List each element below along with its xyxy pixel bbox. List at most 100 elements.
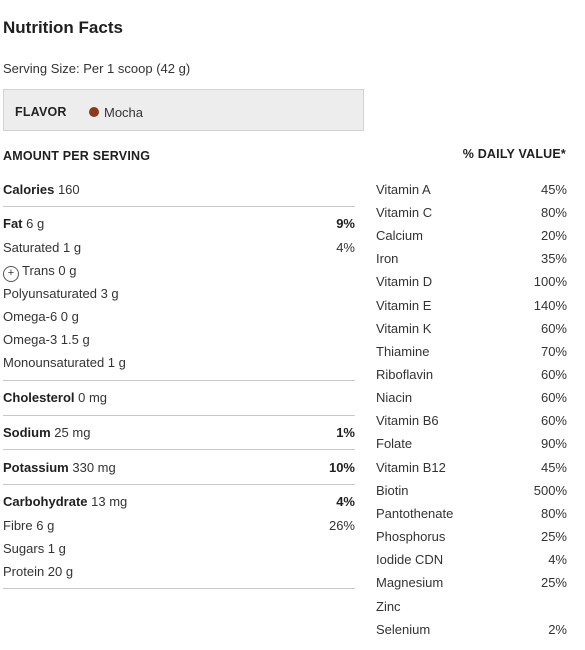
nutrient-name: Calories bbox=[3, 182, 55, 197]
vitamin-percent: 25% bbox=[540, 575, 567, 590]
nutrient-name: Fibre 6 g bbox=[3, 518, 55, 533]
vitamin-percent: 60% bbox=[540, 321, 567, 336]
vitamin-name: Magnesium bbox=[376, 575, 444, 590]
vitamin-percent: 45% bbox=[540, 182, 567, 197]
serving-size: Serving Size: Per 1 scoop (42 g) bbox=[3, 61, 191, 76]
page-title: Nutrition Facts bbox=[3, 18, 123, 37]
nutrient-row-monounsaturated: Monounsaturated 1 g bbox=[3, 353, 355, 373]
amount-per-serving-header: AMOUNT PER SERVING bbox=[3, 149, 151, 163]
vitamin-name: Calcium bbox=[376, 228, 423, 243]
vitamin-row: Calcium 20% bbox=[376, 226, 567, 246]
nutrient-name: Protein 20 g bbox=[3, 564, 74, 579]
nutrient-row-omega6: Omega-6 0 g bbox=[3, 307, 355, 327]
vitamin-name: Thiamine bbox=[376, 344, 430, 359]
flavor-value: Mocha bbox=[104, 105, 144, 120]
flavor-color-swatch-icon bbox=[89, 107, 99, 117]
vitamin-name: Vitamin E bbox=[376, 298, 432, 313]
nutrient-name: Carbohydrate bbox=[3, 494, 88, 509]
nutrient-percent: 4% bbox=[336, 240, 355, 255]
nutrient-row-polyunsaturated: Polyunsaturated 3 g bbox=[3, 284, 355, 304]
expand-plus-icon[interactable]: + bbox=[3, 266, 19, 282]
nutrient-amount: 6 g bbox=[26, 216, 45, 231]
vitamin-row: Folate 90% bbox=[376, 434, 567, 454]
vitamin-name: Riboflavin bbox=[376, 367, 434, 382]
vitamin-percent: 4% bbox=[548, 552, 567, 567]
vitamin-row: Iron 35% bbox=[376, 249, 567, 269]
vitamin-row: Vitamin D 100% bbox=[376, 272, 567, 292]
vitamin-percent: 500% bbox=[533, 483, 567, 498]
nutrient-amount: 160 bbox=[57, 182, 80, 197]
vitamin-percent: 20% bbox=[540, 228, 567, 243]
vitamin-percent: 90% bbox=[540, 436, 567, 451]
nutrient-amount: 330 mg bbox=[72, 460, 116, 475]
nutrient-row-saturated: Saturated 1 g 4% bbox=[3, 238, 355, 258]
vitamin-name: Selenium bbox=[376, 622, 431, 637]
nutrient-row-sugars: Sugars 1 g bbox=[3, 539, 355, 559]
nutrient-row-carbohydrate: Carbohydrate 13 mg 4% bbox=[3, 492, 355, 512]
nutrient-name: Omega-3 1.5 g bbox=[3, 332, 90, 347]
vitamin-row: Biotin 500% bbox=[376, 481, 567, 501]
nutrient-row-cholesterol: Cholesterol 0 mg bbox=[3, 388, 355, 408]
nutrient-percent: 1% bbox=[336, 425, 355, 440]
vitamin-row: Pantothenate 80% bbox=[376, 504, 567, 524]
nutrient-name: Potassium bbox=[3, 460, 69, 475]
divider bbox=[3, 449, 355, 450]
vitamin-name: Vitamin K bbox=[376, 321, 432, 336]
vitamin-percent: 80% bbox=[540, 506, 567, 521]
nutrient-name: Polyunsaturated 3 g bbox=[3, 286, 119, 301]
vitamin-row: Riboflavin 60% bbox=[376, 365, 567, 385]
nutrient-percent: 9% bbox=[336, 216, 355, 231]
vitamin-row: Magnesium 25% bbox=[376, 573, 567, 593]
nutrient-row-potassium: Potassium 330 mg 10% bbox=[3, 458, 355, 478]
vitamin-name: Niacin bbox=[376, 390, 413, 405]
divider bbox=[3, 380, 355, 381]
vitamin-name: Vitamin D bbox=[376, 274, 433, 289]
vitamin-row: Iodide CDN 4% bbox=[376, 550, 567, 570]
vitamin-percent: 70% bbox=[540, 344, 567, 359]
nutrient-row-fat: Fat 6 g 9% bbox=[3, 214, 355, 234]
divider bbox=[3, 484, 355, 485]
vitamin-percent: 140% bbox=[533, 298, 567, 313]
flavor-label: FLAVOR bbox=[15, 105, 67, 119]
vitamin-row: Niacin 60% bbox=[376, 388, 567, 408]
vitamin-percent: 2% bbox=[548, 622, 567, 637]
nutrient-row-fibre: Fibre 6 g 26% bbox=[3, 516, 355, 536]
vitamin-percent: 35% bbox=[540, 251, 567, 266]
nutrient-row-calories: Calories 160 bbox=[3, 180, 355, 200]
vitamin-name: Vitamin C bbox=[376, 205, 433, 220]
vitamin-percent: 60% bbox=[540, 390, 567, 405]
vitamin-percent: 25% bbox=[540, 529, 567, 544]
vitamin-percent: 60% bbox=[540, 367, 567, 382]
vitamin-name: Biotin bbox=[376, 483, 409, 498]
vitamin-row: Vitamin B12 45% bbox=[376, 458, 567, 478]
daily-value-header: % DAILY VALUE* bbox=[462, 147, 566, 161]
vitamin-name: Phosphorus bbox=[376, 529, 446, 544]
divider bbox=[3, 588, 355, 589]
nutrient-name: Cholesterol bbox=[3, 390, 75, 405]
vitamin-name: Vitamin B12 bbox=[376, 460, 446, 475]
nutrient-name: Sugars 1 g bbox=[3, 541, 66, 556]
nutrient-percent: 4% bbox=[336, 494, 355, 509]
vitamin-row: Phosphorus 25% bbox=[376, 527, 567, 547]
vitamin-row: Thiamine 70% bbox=[376, 342, 567, 362]
vitamin-row: Zinc bbox=[376, 597, 567, 617]
vitamin-percent: 60% bbox=[540, 413, 567, 428]
vitamin-percent: 80% bbox=[540, 205, 567, 220]
vitamin-percent: 45% bbox=[540, 460, 567, 475]
vitamin-row: Vitamin E 140% bbox=[376, 296, 567, 316]
nutrient-row-protein: Protein 20 g bbox=[3, 562, 355, 582]
nutrient-row-trans: + Trans 0 g bbox=[3, 261, 355, 282]
nutrient-amount: 13 mg bbox=[91, 494, 128, 509]
vitamin-row: Selenium 2% bbox=[376, 620, 567, 640]
vitamin-name: Iodide CDN bbox=[376, 552, 444, 567]
flavor-selector[interactable]: FLAVOR Mocha bbox=[3, 89, 364, 131]
nutrient-amount: 25 mg bbox=[54, 425, 91, 440]
nutrient-name: Sodium bbox=[3, 425, 51, 440]
nutrient-row-sodium: Sodium 25 mg 1% bbox=[3, 423, 355, 443]
nutrient-name: Saturated 1 g bbox=[3, 240, 82, 255]
vitamin-name: Folate bbox=[376, 436, 413, 451]
vitamin-row: Vitamin K 60% bbox=[376, 319, 567, 339]
nutrient-amount: 0 mg bbox=[78, 390, 108, 405]
nutrient-name: Omega-6 0 g bbox=[3, 309, 79, 324]
vitamin-row: Vitamin A 45% bbox=[376, 180, 567, 200]
